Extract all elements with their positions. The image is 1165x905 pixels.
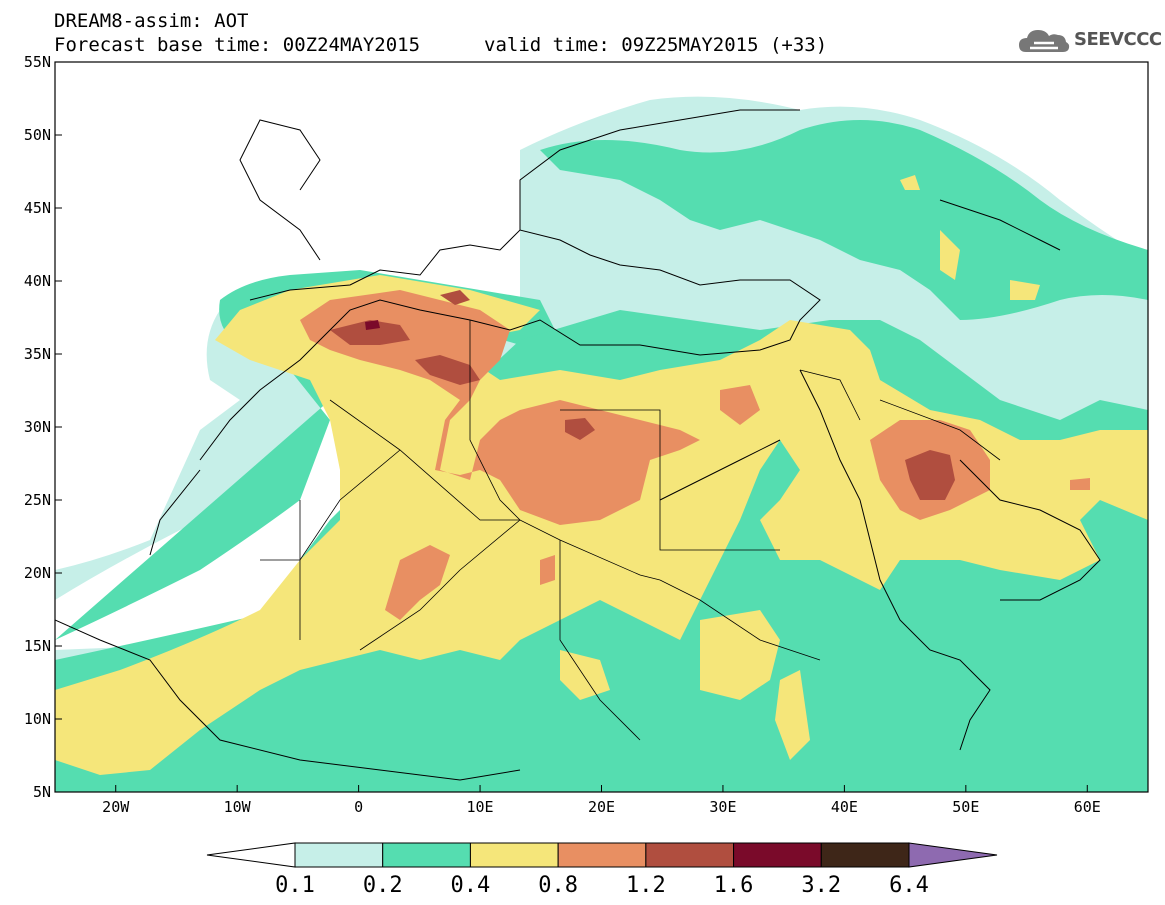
- lat-label: 25N: [24, 491, 51, 509]
- lon-label: 10E: [467, 798, 494, 816]
- colorbar-segment: [469, 842, 559, 868]
- colorbar-label: 0.8: [538, 873, 578, 898]
- map-field: [55, 62, 1148, 792]
- colorbar-segment: [733, 842, 822, 868]
- lat-label: 55N: [24, 53, 51, 71]
- aot-band-1.6: [365, 320, 380, 330]
- cloud-icon: [1019, 30, 1070, 52]
- country-borders: [260, 320, 1001, 741]
- logo-text: SEEVCCC: [1074, 29, 1162, 50]
- colorbar-segment: [820, 842, 910, 868]
- colorbar-segment: [294, 842, 384, 868]
- lat-label: 40N: [24, 272, 51, 290]
- lat-label: 20N: [24, 564, 51, 582]
- colorbar-label: 0.4: [451, 873, 491, 898]
- lon-label: 60E: [1074, 798, 1101, 816]
- lat-label: 10N: [24, 710, 51, 728]
- colorbar-low-triangle: [206, 842, 296, 868]
- lat-label: 15N: [24, 637, 51, 655]
- colorbar-label: 3.2: [801, 873, 841, 898]
- lon-label: 40E: [831, 798, 858, 816]
- coastlines: [55, 109, 1101, 781]
- lat-label: 50N: [24, 126, 51, 144]
- aot-band-0.4: [55, 175, 1148, 775]
- lat-label: 45N: [24, 199, 51, 217]
- colorbar-high-triangle: [908, 842, 998, 868]
- lat-label: 35N: [24, 345, 51, 363]
- map-title: DREAM8-assim: AOT: [54, 10, 249, 32]
- valid-time: valid time: 09Z25MAY2015 (+33): [484, 34, 828, 56]
- longitude-labels: 20W 10W 0 10E 20E 30E 40E 50E 60E: [102, 785, 1101, 816]
- colorbar-label: 1.2: [626, 873, 666, 898]
- seevccc-logo: SEEVCCC: [1018, 26, 1162, 56]
- colorbar-label: 6.4: [889, 873, 929, 898]
- colorbar-segment: [557, 842, 647, 868]
- colorbar-label: 1.6: [714, 873, 754, 898]
- lat-label: 5N: [33, 783, 51, 801]
- forecast-base-time: Forecast base time: 00Z24MAY2015: [54, 34, 421, 56]
- lon-label: 20W: [102, 798, 130, 816]
- lon-label: 10W: [224, 798, 252, 816]
- lon-label: 20E: [588, 798, 615, 816]
- colorbar: 0.1 0.2 0.4 0.8 1.2 1.6 3.2 6.4: [206, 842, 998, 898]
- lat-label: 30N: [24, 418, 51, 436]
- aot-band-1.2: [330, 290, 955, 500]
- colorbar-label: 0.2: [363, 873, 403, 898]
- lon-label: 0: [354, 798, 363, 816]
- lon-label: 30E: [709, 798, 736, 816]
- colorbar-label: 0.1: [275, 873, 315, 898]
- latitude-labels: 55N 50N 45N 40N 35N 30N 25N 20N 15N 10N 5N: [24, 53, 62, 801]
- colorbar-segment: [382, 842, 471, 868]
- lon-label: 50E: [952, 798, 979, 816]
- colorbar-segment: [645, 842, 735, 868]
